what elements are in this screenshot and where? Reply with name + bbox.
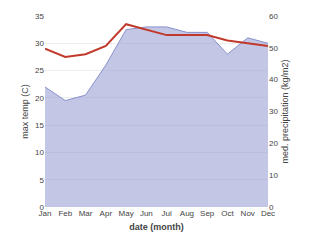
svg-text:30: 30 [269,107,278,116]
svg-text:Feb: Feb [58,209,72,218]
svg-text:Sep: Sep [200,209,215,218]
svg-text:0: 0 [269,203,274,212]
svg-text:Jan: Jan [39,209,52,218]
svg-text:Jul: Jul [162,209,172,218]
svg-text:40: 40 [269,75,278,84]
svg-text:25: 25 [35,66,44,75]
svg-text:20: 20 [35,94,44,103]
svg-text:10: 10 [35,148,44,157]
svg-text:15: 15 [35,121,44,130]
svg-text:med. precipitation (kg/m2): med. precipitation (kg/m2) [280,59,290,163]
svg-text:50: 50 [269,44,278,53]
svg-text:30: 30 [35,39,44,48]
svg-text:Jun: Jun [140,209,153,218]
svg-text:Oct: Oct [221,209,234,218]
svg-text:Apr: Apr [100,209,113,218]
svg-text:Nov: Nov [241,209,255,218]
svg-text:Dec: Dec [261,209,275,218]
svg-text:20: 20 [269,139,278,148]
svg-text:date (month): date (month) [129,222,184,232]
svg-text:Aug: Aug [180,209,194,218]
svg-text:5: 5 [40,176,45,185]
svg-text:May: May [119,209,134,218]
svg-text:Mar: Mar [79,209,93,218]
svg-text:10: 10 [269,171,278,180]
svg-text:max temp (C): max temp (C) [20,84,30,139]
svg-text:35: 35 [35,12,44,21]
svg-text:0: 0 [40,203,45,212]
svg-text:60: 60 [269,12,278,21]
